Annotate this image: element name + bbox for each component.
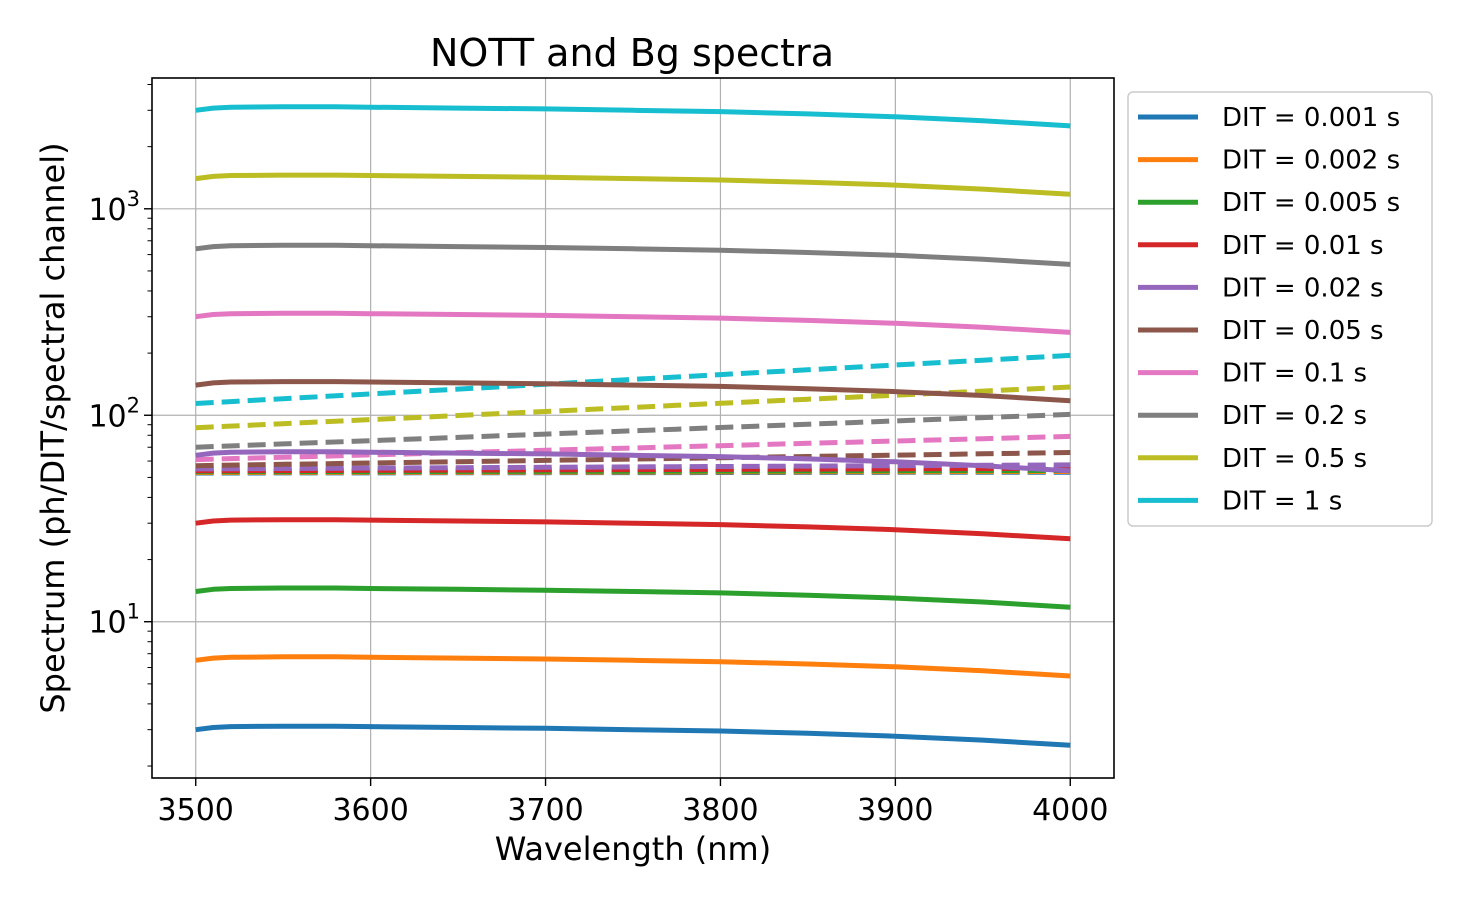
y-tick-label: 103: [88, 187, 140, 228]
nott-series-line: [195, 449, 1071, 474]
bg-series-line: [195, 352, 1071, 406]
nott-series-line: [195, 517, 1071, 542]
bg-series-line: [195, 433, 1071, 463]
nott-series-line: [195, 310, 1071, 335]
x-tick-label: 4000: [1032, 793, 1108, 828]
legend-label: DIT = 0.005 s: [1222, 188, 1400, 218]
grid: [152, 78, 1114, 778]
nott-series-line: [195, 172, 1071, 197]
nott-series-line: [195, 723, 1071, 748]
x-tick-label: 3900: [857, 793, 933, 828]
legend-label: DIT = 0.1 s: [1222, 359, 1367, 389]
bg-series-line: [195, 450, 1071, 469]
x-tick-label: 3500: [158, 793, 234, 828]
legend-label: DIT = 0.2 s: [1222, 401, 1367, 431]
legend-box: [1127, 91, 1433, 527]
x-tick-label: 3800: [682, 793, 758, 828]
bg-series-line: [195, 411, 1071, 450]
legend-label: DIT = 0.002 s: [1222, 146, 1400, 176]
plot-lines: [195, 104, 1071, 748]
y-tick-label: 101: [88, 600, 140, 641]
chart-title: NOTT and Bg spectra: [430, 31, 834, 75]
y-tick-label: 102: [88, 393, 140, 434]
nott-series-line: [195, 104, 1071, 129]
x-tick-label: 3700: [507, 793, 583, 828]
nott-series-line: [195, 585, 1071, 610]
legend-label: DIT = 1 s: [1222, 486, 1342, 516]
axis-ticks: 3500 3600 3700 3800 3900 4000 101 102 103: [88, 83, 1108, 828]
nott-series-line: [195, 242, 1071, 267]
plot-frame: [151, 77, 1115, 779]
legend-label: DIT = 0.01 s: [1222, 231, 1384, 261]
legend-label: DIT = 0.5 s: [1222, 444, 1367, 474]
legend: DIT = 0.001 s DIT = 0.002 s DIT = 0.005 s D…: [1127, 91, 1433, 527]
legend-label: DIT = 0.02 s: [1222, 273, 1384, 303]
nott-series-line: [195, 654, 1071, 679]
legend-label: DIT = 0.05 s: [1222, 316, 1384, 346]
x-tick-label: 3600: [332, 793, 408, 828]
x-axis-label: Wavelength (nm): [495, 830, 771, 868]
nott-series-line: [195, 379, 1071, 404]
y-axis-label: Spectrum (ph/DIT/spectral channel): [34, 142, 72, 713]
legend-label: DIT = 0.001 s: [1222, 103, 1400, 133]
